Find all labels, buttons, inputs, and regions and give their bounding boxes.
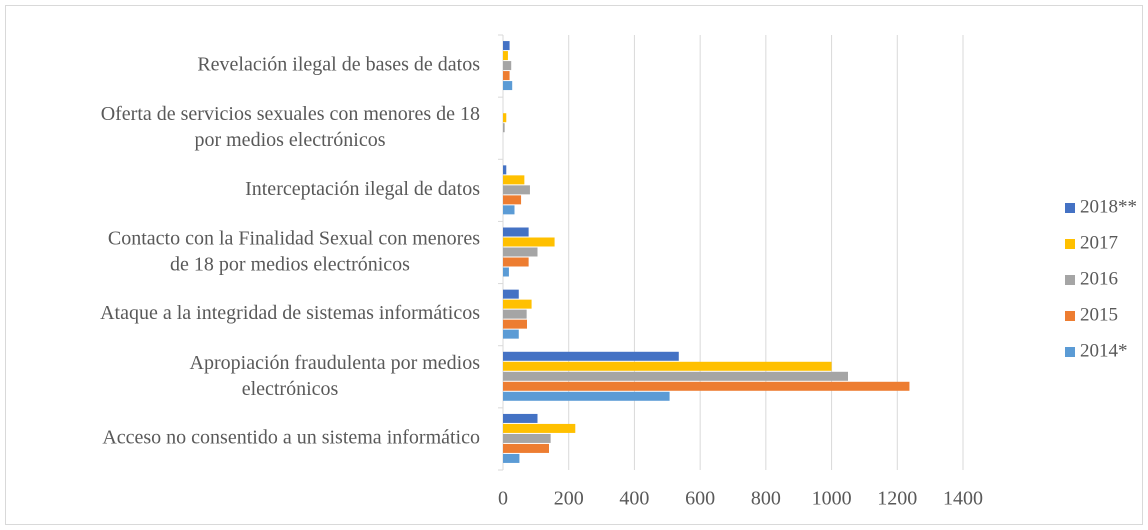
bar <box>503 81 513 91</box>
x-tick-label: 1000 <box>812 488 852 510</box>
bar <box>503 123 505 133</box>
legend-label: 2014* <box>1080 340 1128 361</box>
y-tick-label: Ataque a la integridad de sistemas infor… <box>100 302 480 324</box>
x-tick-label: 1400 <box>943 488 983 510</box>
x-tick-label: 200 <box>554 488 584 510</box>
bar <box>503 433 551 443</box>
x-tick-label: 1200 <box>877 488 917 510</box>
y-tick-label: Apropiación fraudulenta por medios electr… <box>190 351 481 399</box>
x-tick-label: 400 <box>619 488 649 510</box>
bar <box>503 289 519 299</box>
legend-swatch <box>1065 347 1075 357</box>
x-tick-label: 800 <box>751 488 781 510</box>
y-tick-label: Contacto con la Finalidad Sexual con men… <box>108 227 480 275</box>
bar <box>503 351 679 361</box>
bar <box>503 381 910 391</box>
bar <box>503 413 538 423</box>
bar <box>503 61 512 71</box>
x-tick-label: 0 <box>498 488 508 510</box>
legend-swatch <box>1065 275 1075 285</box>
bar <box>503 371 848 381</box>
legend-label: 2015 <box>1080 304 1118 325</box>
bar <box>503 423 576 433</box>
bar <box>503 175 525 185</box>
bar <box>503 299 532 309</box>
bar <box>503 329 519 339</box>
bar <box>503 205 515 215</box>
bar <box>503 309 527 319</box>
legend-label: 2017 <box>1080 232 1118 253</box>
y-tick-label: Oferta de servicios sexuales con menores… <box>101 103 480 151</box>
bar <box>503 267 509 277</box>
legend-swatch <box>1065 203 1075 213</box>
bar <box>503 391 670 401</box>
bar <box>503 257 529 267</box>
bar <box>503 71 510 81</box>
bar <box>503 185 530 195</box>
bar <box>503 361 832 371</box>
legend-label: 2016 <box>1080 268 1118 289</box>
bar <box>503 453 520 463</box>
bar <box>503 41 510 51</box>
y-tick-label: Interceptación ilegal de datos <box>245 178 480 200</box>
bar <box>503 227 529 237</box>
x-tick-label: 600 <box>685 488 715 510</box>
bar <box>503 51 508 61</box>
bar <box>503 165 507 175</box>
bar <box>503 319 527 329</box>
bar <box>503 443 549 453</box>
y-tick-label: Revelación ilegal de bases de datos <box>197 54 480 76</box>
y-tick-label: Acceso no consentido a un sistema inform… <box>102 427 480 449</box>
bar <box>503 237 555 247</box>
chart-frame <box>5 5 1143 525</box>
legend-swatch <box>1065 311 1075 321</box>
legend-swatch <box>1065 239 1075 249</box>
bar <box>503 195 522 205</box>
bar <box>503 113 507 123</box>
legend-label: 2018** <box>1080 196 1137 217</box>
bar <box>503 247 538 257</box>
